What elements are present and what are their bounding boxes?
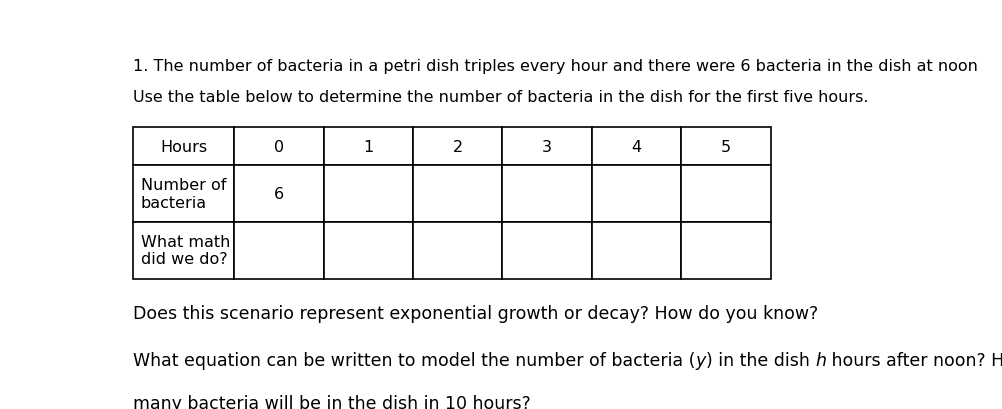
Bar [591,222,680,279]
Bar [133,222,234,279]
Bar [234,166,324,222]
Text: Hours: Hours [160,139,207,154]
Text: 0: 0 [274,139,284,154]
Text: 1: 1 [363,139,373,154]
Text: What math
did we do?: What math did we do? [140,234,230,267]
Bar [234,222,324,279]
Bar [413,166,502,222]
Text: 2: 2 [452,139,462,154]
Text: y: y [694,351,705,369]
Bar [502,128,591,166]
Bar [324,222,413,279]
Bar [591,128,680,166]
Text: Does this scenario represent exponential growth or decay? How do you know?: Does this scenario represent exponential… [133,304,818,322]
Text: ) in the dish: ) in the dish [705,351,815,369]
Bar [324,166,413,222]
Bar [324,128,413,166]
Bar [413,128,502,166]
Text: many bacteria will be in the dish in 10 hours?: many bacteria will be in the dish in 10 … [133,394,530,409]
Bar [502,222,591,279]
Text: 1. The number of bacteria in a petri dish triples every hour and there were 6 ba: 1. The number of bacteria in a petri dis… [133,58,977,74]
Bar [234,128,324,166]
Bar [680,128,770,166]
Bar [413,222,502,279]
Text: Number of
bacteria: Number of bacteria [140,178,226,210]
Text: 4: 4 [631,139,641,154]
Text: h: h [815,351,826,369]
Bar [133,166,234,222]
Text: What equation can be written to model the number of bacteria (: What equation can be written to model th… [133,351,694,369]
Text: 5: 5 [720,139,730,154]
Text: Use the table below to determine the number of bacteria in the dish for the firs: Use the table below to determine the num… [133,90,868,105]
Text: 6: 6 [274,187,284,201]
Text: 3: 3 [541,139,551,154]
Bar [680,222,770,279]
Bar [133,128,234,166]
Bar [680,166,770,222]
Text: hours after noon? How: hours after noon? How [826,351,1002,369]
Bar [591,166,680,222]
Bar [502,166,591,222]
